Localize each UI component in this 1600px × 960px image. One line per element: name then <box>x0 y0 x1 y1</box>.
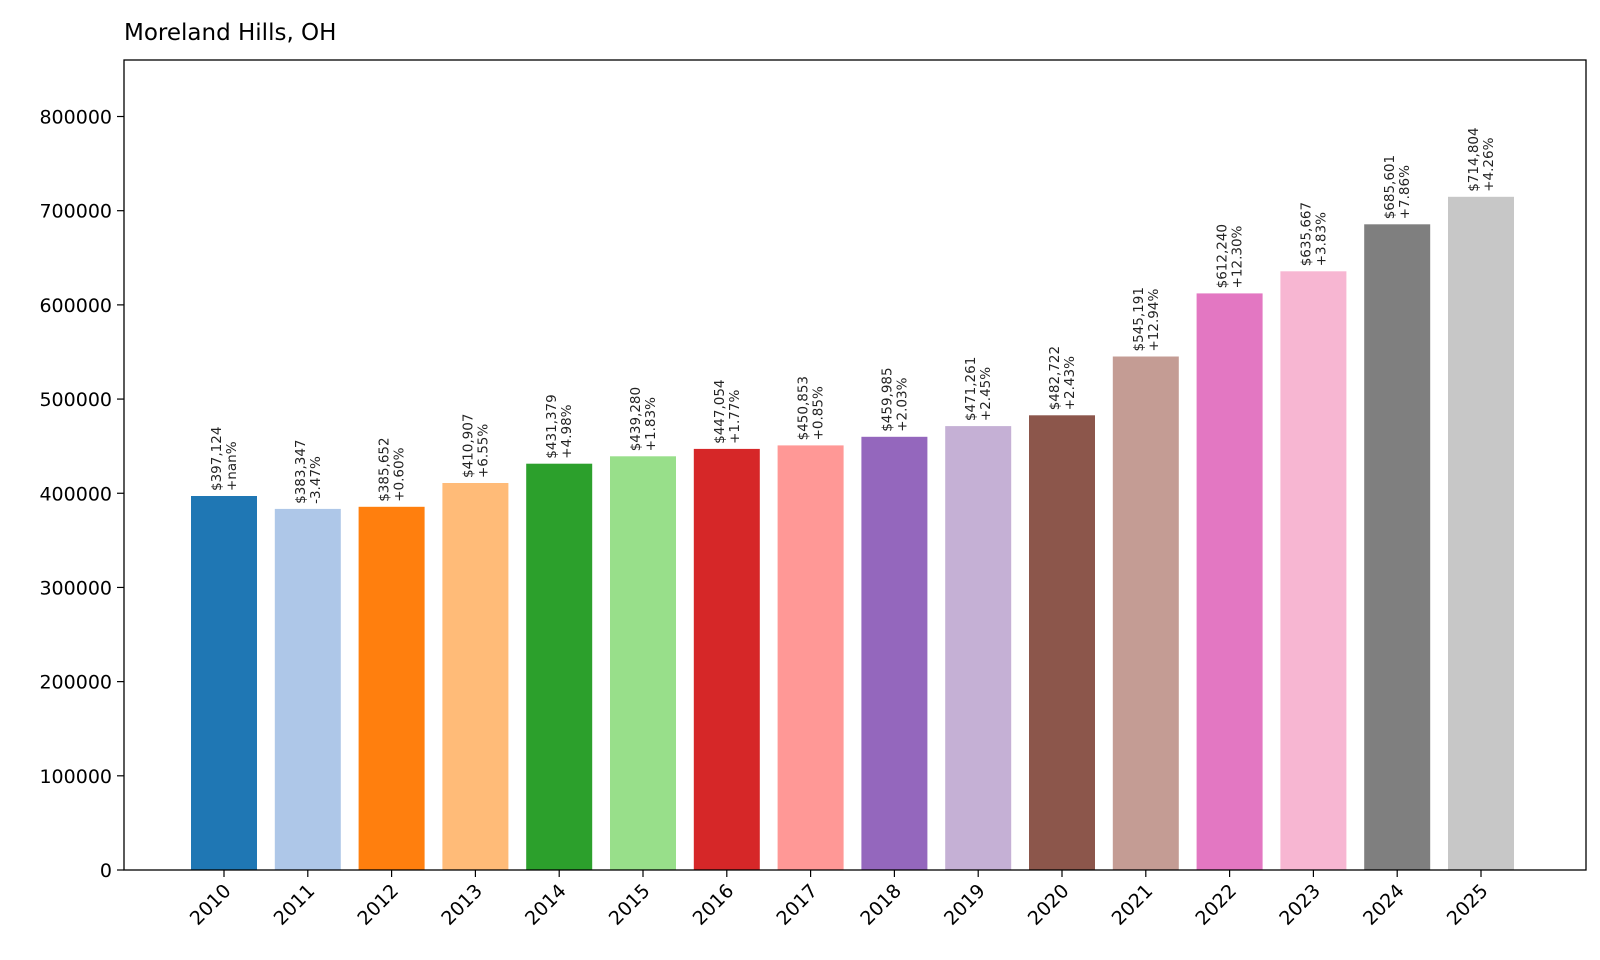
bar-2014 <box>526 463 593 870</box>
bar-2011 <box>274 508 341 870</box>
bar-2025 <box>1448 196 1514 871</box>
x-tick-label-2013: 2013 <box>437 880 487 930</box>
y-tick-label-400000: 400000 <box>39 483 112 505</box>
y-tick-label-700000: 700000 <box>39 201 112 223</box>
bar-2010 <box>191 496 257 870</box>
y-tick-label-300000: 300000 <box>39 577 112 599</box>
bar-2015 <box>610 456 676 870</box>
x-tick-label-2020: 2020 <box>1024 880 1074 930</box>
y-tick-label-800000: 800000 <box>39 107 112 129</box>
value-label-2011: $383,347 <box>293 439 309 503</box>
bar-2020 <box>1029 415 1095 870</box>
value-label-2017: $450,853 <box>796 376 812 440</box>
value-label-2015: $439,280 <box>628 387 644 451</box>
change-label-2025: +4.26% <box>1481 137 1497 191</box>
x-tick-label-2024: 2024 <box>1359 880 1409 930</box>
change-label-2012: +0.60% <box>392 447 408 501</box>
change-label-2011: -3.47% <box>308 456 324 504</box>
x-tick-label-2017: 2017 <box>772 880 822 930</box>
change-label-2010: +nan% <box>224 441 240 491</box>
value-label-2013: $410,907 <box>460 414 476 478</box>
value-label-2012: $385,652 <box>377 437 393 501</box>
y-tick-label-200000: 200000 <box>39 672 112 694</box>
change-label-2013: +6.55% <box>475 424 491 478</box>
value-label-2024: $685,601 <box>1382 155 1398 219</box>
x-tick-label-2019: 2019 <box>940 880 990 930</box>
value-label-2023: $635,667 <box>1298 202 1314 266</box>
x-tick-label-2012: 2012 <box>353 880 403 930</box>
change-label-2015: +1.83% <box>643 397 659 451</box>
x-tick-label-2022: 2022 <box>1191 880 1241 930</box>
y-tick-label-600000: 600000 <box>39 295 112 317</box>
bar-2018 <box>861 436 928 870</box>
x-tick-label-2021: 2021 <box>1108 880 1158 930</box>
change-label-2021: +12.94% <box>1146 289 1162 352</box>
bar-2016 <box>693 448 760 870</box>
y-tick-label-100000: 100000 <box>39 766 112 788</box>
change-label-2020: +2.43% <box>1062 356 1078 410</box>
x-tick-label-2016: 2016 <box>689 880 739 930</box>
x-tick-label-2023: 2023 <box>1275 880 1325 930</box>
value-label-2018: $459,985 <box>879 367 895 431</box>
bar-2013 <box>442 483 509 870</box>
x-tick-label-2018: 2018 <box>856 880 906 930</box>
change-label-2014: +4.98% <box>559 404 575 458</box>
value-label-2022: $612,240 <box>1215 224 1231 288</box>
change-label-2016: +1.77% <box>727 390 743 444</box>
bar-2022 <box>1196 293 1263 870</box>
value-label-2021: $545,191 <box>1131 287 1147 351</box>
value-label-2020: $482,722 <box>1047 346 1063 410</box>
plot-frame <box>123 59 1587 871</box>
change-label-2019: +2.45% <box>978 367 994 421</box>
x-tick-label-2025: 2025 <box>1443 880 1493 930</box>
change-label-2018: +2.03% <box>894 377 910 431</box>
bar-2019 <box>945 426 1012 870</box>
chart-title: Moreland Hills, OH <box>124 20 337 46</box>
change-label-2023: +3.83% <box>1313 212 1329 266</box>
change-label-2024: +7.86% <box>1397 165 1413 219</box>
x-tick-label-2015: 2015 <box>605 880 655 930</box>
value-label-2016: $447,054 <box>712 379 728 443</box>
value-label-2019: $471,261 <box>963 357 979 421</box>
x-tick-label-2014: 2014 <box>521 880 571 930</box>
value-label-2010: $397,124 <box>209 427 225 491</box>
bar-2017 <box>777 445 844 870</box>
value-label-2025: $714,804 <box>1466 127 1482 191</box>
bar-2024 <box>1364 224 1431 871</box>
bar-2021 <box>1112 356 1179 870</box>
y-tick-label-0: 0 <box>100 860 112 882</box>
bar-2012 <box>358 506 425 870</box>
x-tick-label-2011: 2011 <box>270 880 320 930</box>
x-tick-label-2010: 2010 <box>186 880 236 930</box>
change-label-2017: +0.85% <box>811 386 827 440</box>
y-tick-label-500000: 500000 <box>39 389 112 411</box>
change-label-2022: +12.30% <box>1230 225 1246 288</box>
bar-2023 <box>1280 271 1347 870</box>
value-label-2014: $431,379 <box>544 394 560 458</box>
